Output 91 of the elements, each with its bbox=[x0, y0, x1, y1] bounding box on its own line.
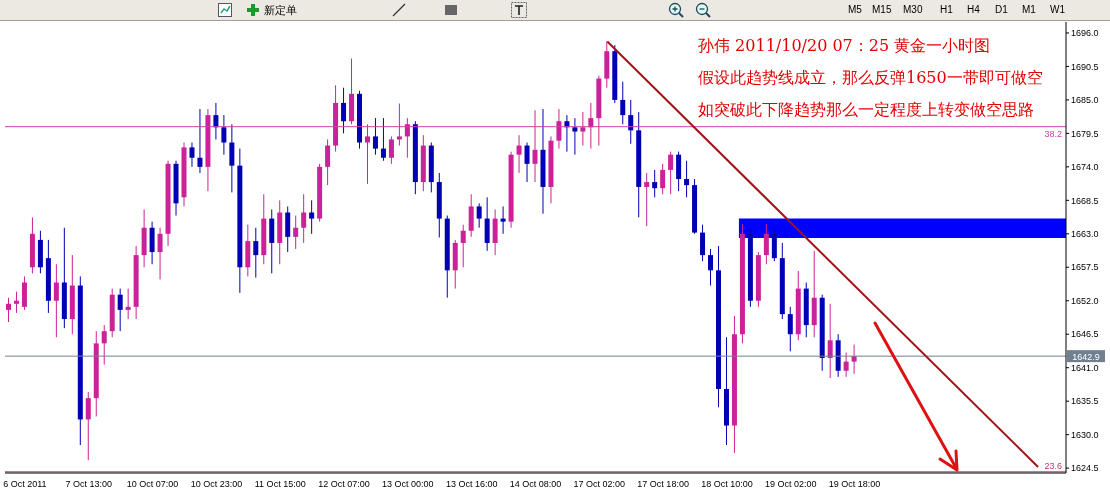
candlestick bbox=[708, 248, 714, 287]
candlestick bbox=[388, 135, 394, 165]
text: M1 bbox=[1022, 4, 1036, 15]
x-tick-label: 10 Oct 23:00 bbox=[190, 479, 243, 490]
x-tick-label: 10 Oct 07:00 bbox=[126, 479, 179, 490]
x-tick-label: 13 Oct 16:00 bbox=[445, 479, 498, 490]
candlestick bbox=[13, 291, 19, 314]
candlestick bbox=[189, 142, 195, 168]
candlestick bbox=[293, 215, 299, 250]
text: M30 bbox=[903, 4, 923, 15]
text: M5 bbox=[848, 4, 862, 15]
candlestick bbox=[101, 324, 107, 366]
candlestick bbox=[85, 391, 91, 461]
y-tick-label: 1630.0 bbox=[1071, 429, 1099, 440]
candlestick bbox=[301, 193, 307, 244]
x-tick-label: 13 Oct 00:00 bbox=[382, 479, 434, 490]
x-tick-label: 19 Oct 02:00 bbox=[765, 479, 817, 490]
y-tick-label: 1690.5 bbox=[1071, 61, 1099, 72]
y-tick-label: 1624.5 bbox=[1071, 463, 1099, 474]
candlestick bbox=[253, 227, 259, 279]
text: 新定单 bbox=[264, 3, 297, 18]
candlestick bbox=[396, 103, 402, 147]
candlestick bbox=[213, 102, 219, 140]
candlestick bbox=[556, 108, 562, 150]
candlestick bbox=[460, 224, 466, 268]
candlestick bbox=[572, 117, 578, 156]
candlestick bbox=[763, 223, 769, 265]
candlestick bbox=[516, 134, 522, 174]
candlestick bbox=[620, 81, 626, 125]
annotation: 假设此趋势线成立，那么反弹1650一带即可做空 bbox=[698, 67, 1043, 89]
annotation: 如突破此下降趋势那么一定程度上转变做空思路 bbox=[698, 99, 1035, 121]
candlestick bbox=[372, 117, 378, 156]
candlestick bbox=[644, 172, 650, 227]
candlestick bbox=[476, 202, 482, 229]
annotation: 23.6 bbox=[1044, 460, 1062, 471]
candlestick bbox=[524, 142, 530, 183]
y-tick-label: 1696.0 bbox=[1071, 28, 1099, 39]
annotation: 孙伟 2011/10/20 07：25 黄金一小时图 bbox=[698, 35, 992, 57]
x-tick-label: 14 Oct 08:00 bbox=[509, 479, 562, 490]
text: H1 bbox=[940, 4, 953, 15]
candlestick bbox=[53, 263, 59, 338]
y-tick-label: 1646.5 bbox=[1071, 329, 1099, 340]
candlestick bbox=[157, 227, 163, 280]
y-tick-label: 1652.0 bbox=[1071, 295, 1099, 306]
candlestick bbox=[660, 163, 666, 195]
annotation: 38.2 bbox=[1044, 128, 1062, 139]
candlestick bbox=[404, 117, 410, 159]
candlestick bbox=[117, 288, 123, 332]
x-tick-label: 6 Oct 2011 bbox=[3, 479, 47, 490]
candlestick bbox=[197, 108, 203, 174]
candlestick bbox=[843, 351, 849, 378]
candlestick bbox=[827, 303, 833, 379]
candlestick bbox=[851, 344, 857, 375]
y-tick-label: 1685.0 bbox=[1071, 95, 1099, 106]
candlestick bbox=[532, 109, 538, 183]
candlestick bbox=[500, 205, 506, 235]
candlestick bbox=[652, 169, 658, 198]
candlestick bbox=[364, 123, 370, 185]
text: H4 bbox=[967, 4, 980, 15]
text: W1 bbox=[1050, 4, 1065, 15]
x-tick-label: 17 Oct 02:00 bbox=[573, 479, 626, 490]
x-tick-label: 11 Oct 15:00 bbox=[254, 479, 306, 490]
ref-line-label: 1642.9 bbox=[1072, 352, 1100, 363]
candlestick bbox=[700, 224, 706, 262]
x-tick-label: 7 Oct 13:00 bbox=[65, 479, 113, 490]
y-tick-label: 1668.5 bbox=[1071, 195, 1099, 206]
candlestick bbox=[684, 160, 690, 198]
candlestick bbox=[341, 87, 347, 134]
x-tick-label: 12 Oct 07:00 bbox=[318, 479, 370, 490]
text: M15 bbox=[872, 4, 892, 15]
y-tick-label: 1657.5 bbox=[1071, 262, 1099, 273]
candlestick bbox=[787, 306, 793, 352]
x-tick-label: 18 Oct 10:00 bbox=[701, 479, 753, 490]
y-tick-label: 1635.5 bbox=[1071, 396, 1099, 407]
y-tick-label: 1679.5 bbox=[1071, 128, 1099, 139]
x-tick-label: 19 Oct 18:00 bbox=[828, 479, 881, 490]
candlestick bbox=[668, 151, 674, 195]
candlestick bbox=[580, 111, 586, 147]
x-tick-label: 17 Oct 18:00 bbox=[637, 479, 689, 490]
candlestick bbox=[221, 114, 227, 156]
candlestick bbox=[628, 99, 634, 145]
y-tick-label: 1674.0 bbox=[1071, 162, 1099, 173]
candlestick bbox=[325, 138, 331, 186]
candlestick bbox=[125, 288, 131, 320]
text: D1 bbox=[995, 4, 1008, 15]
candlestick bbox=[380, 117, 386, 162]
candlestick bbox=[6, 297, 11, 323]
y-tick-label: 1663.0 bbox=[1071, 229, 1099, 239]
candlestick bbox=[309, 199, 315, 235]
candlestick bbox=[229, 123, 235, 193]
y-tick-label: 1641.0 bbox=[1071, 362, 1099, 373]
